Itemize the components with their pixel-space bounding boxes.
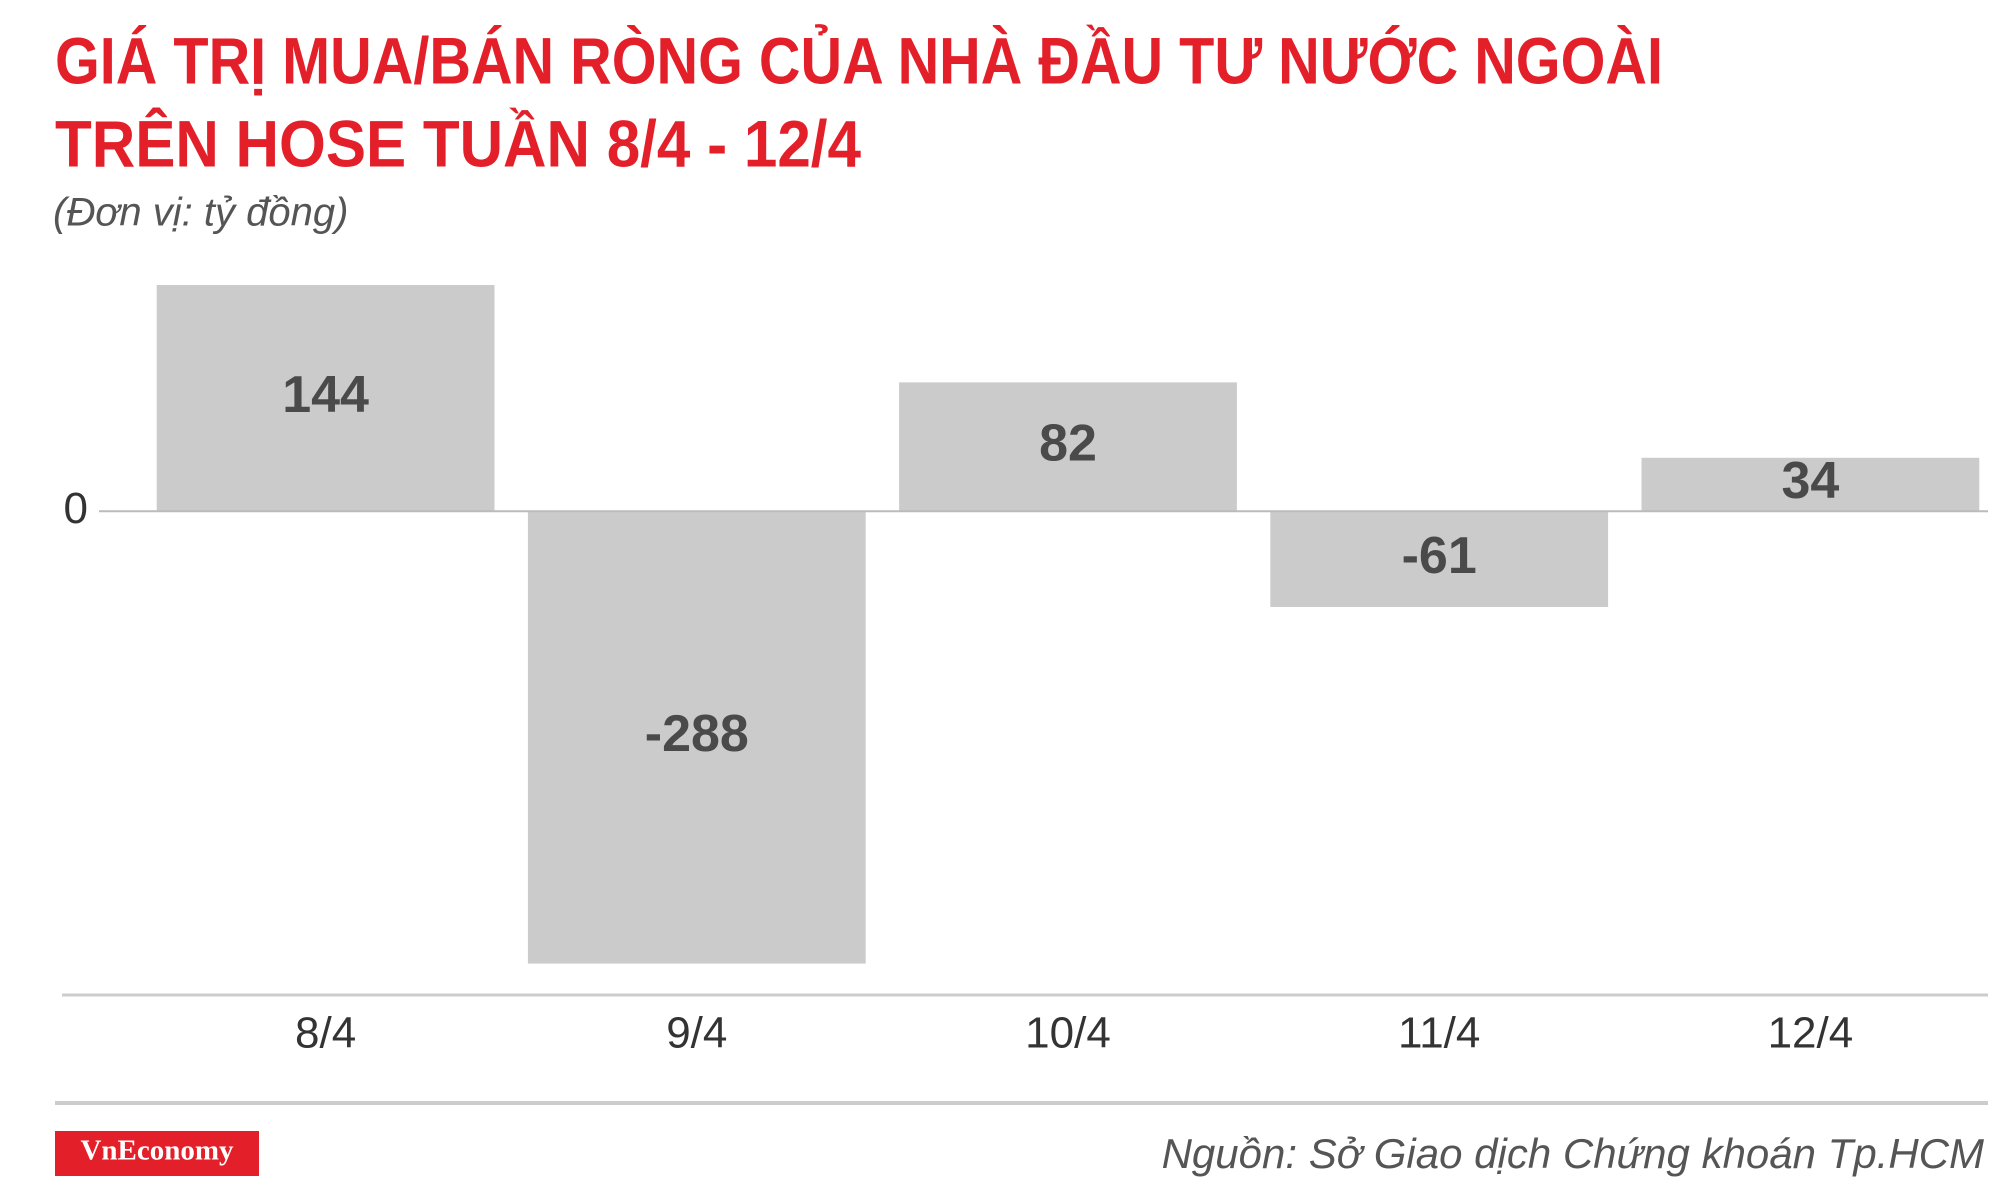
bar: [1270, 511, 1609, 608]
value-label: 34: [1781, 452, 1839, 510]
chart-subtitle: (Đơn vị: tỷ đồng): [53, 191, 348, 235]
source: Nguồn: Sở Giao dịch Chứng khoán Tp.HCM: [1162, 1130, 1984, 1177]
x-tick-label: 11/4: [1398, 1009, 1480, 1058]
brand-box: [55, 1131, 259, 1176]
x-tick-label: 9/4: [666, 1009, 727, 1058]
bar: [156, 285, 495, 512]
x-tick-label: 12/4: [1768, 1009, 1854, 1058]
value-label: 82: [1039, 415, 1097, 473]
x-tick-label: 10/4: [1025, 1009, 1111, 1058]
bar: [527, 511, 866, 964]
chart-title: GIÁ TRỊ MUA/BÁN RÒNG CỦA NHÀ ĐẦU TƯ NƯỚC…: [55, 23, 1663, 97]
bar: [899, 382, 1237, 512]
y-tick-label: 0: [64, 484, 88, 533]
value-label: -288: [645, 705, 749, 763]
value-label: -61: [1402, 527, 1477, 585]
value-label: 144: [282, 366, 369, 424]
bar: [1641, 457, 1980, 512]
x-tick-label: 8/4: [295, 1009, 356, 1058]
brand: VnEconomy: [80, 1135, 234, 1167]
chart-title: TRÊN HOSE TUẦN 8/4 - 12/4: [55, 106, 861, 180]
